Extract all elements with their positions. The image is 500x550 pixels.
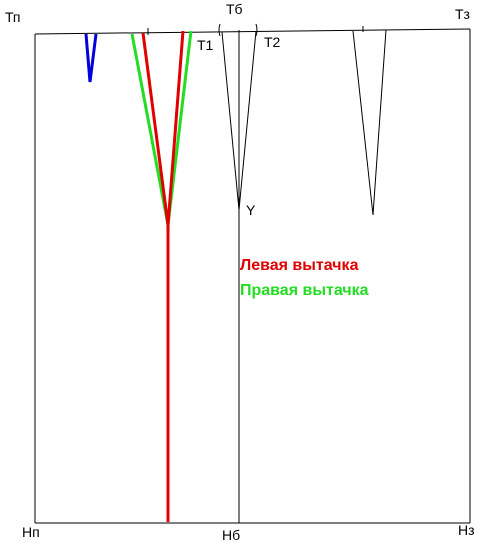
outline [34,28,471,524]
tick [255,23,258,37]
back-dart [352,29,387,216]
side-dart [221,30,257,211]
label-y: Y [246,202,256,218]
legend-right: Правая вытачка [240,282,369,299]
label-tp: Тп [5,9,21,25]
label-t2: Т2 [264,34,281,50]
label-tb: Тб [226,1,243,17]
legend-left: Левая вытачка [240,257,359,274]
label-t1: Т1 [197,37,214,53]
label-np: Нп [22,524,40,540]
label-nz: Нз [458,522,475,538]
label-tz: Тз [455,6,470,22]
ticks [147,23,364,37]
waist-line [34,28,471,35]
label-nb: Нб [222,527,240,543]
front-dart [84,33,98,83]
tick [218,23,221,37]
